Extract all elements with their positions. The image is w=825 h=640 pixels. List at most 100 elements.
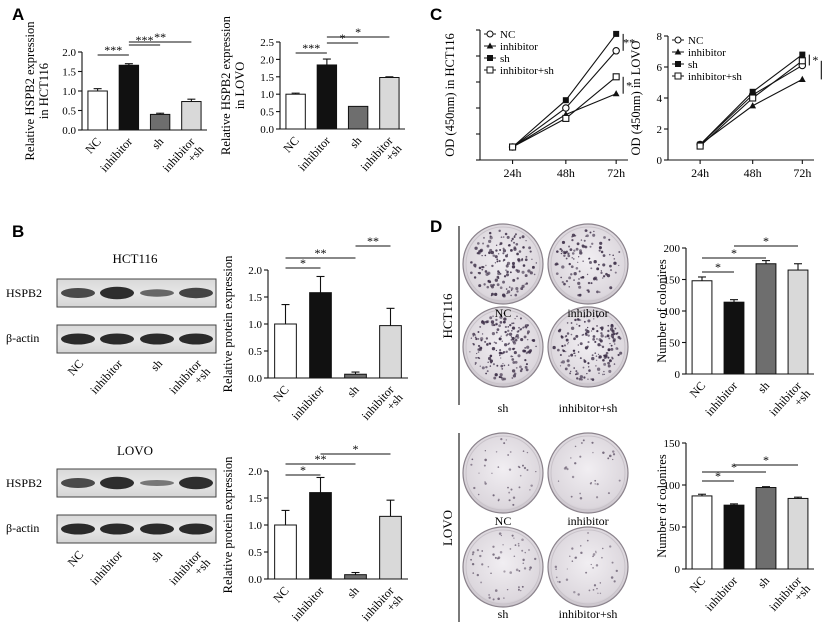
significance-stars: ** [315, 246, 327, 260]
y-tick-label: 2.0 [260, 54, 274, 66]
colony [574, 354, 577, 357]
band-actin [179, 333, 213, 345]
colony [570, 322, 573, 324]
blot-bands-lovo [61, 476, 213, 535]
colony [555, 576, 558, 579]
colony [511, 369, 516, 373]
colony [588, 589, 591, 592]
y-tick-label: 200 [664, 243, 681, 255]
x-tick-label: inhibitor [702, 379, 740, 419]
colony [515, 268, 518, 272]
colony [484, 482, 487, 485]
colony [598, 246, 602, 250]
blot-lane-label-line: sh [148, 548, 166, 565]
colony [586, 326, 589, 329]
colony [566, 468, 569, 471]
colony [492, 598, 495, 601]
dish-rim [465, 309, 541, 385]
colony [502, 362, 504, 365]
colony [509, 571, 513, 574]
colony [594, 352, 597, 354]
colony [514, 293, 518, 297]
colony [561, 240, 566, 245]
legend-marker [486, 42, 494, 49]
colony [595, 551, 597, 554]
colony [587, 334, 590, 337]
colony [570, 265, 574, 269]
colony [489, 365, 492, 367]
colony [482, 265, 485, 269]
x-tick-label: inhibitor [295, 134, 333, 174]
blot-row-label-actin: β-actin [6, 331, 39, 345]
colony [503, 317, 507, 321]
y-tick-label: 0.5 [260, 107, 274, 119]
colony [498, 271, 501, 274]
point-sh [562, 97, 569, 104]
colony [508, 347, 512, 351]
colony [599, 592, 602, 595]
blot-lane-label: inhibitor+sh [166, 357, 213, 397]
colony [482, 242, 485, 245]
blot-lane-label: sh [148, 357, 166, 374]
colony [566, 332, 570, 335]
blot-row-label-hspb2: HSPB2 [6, 286, 42, 300]
point-inhibitor-sh [509, 143, 517, 151]
dish-label-inhibitor-lovo: inhibitor [567, 514, 608, 528]
colony [609, 286, 613, 290]
colony [571, 252, 575, 255]
colony [512, 263, 514, 266]
colony [484, 481, 486, 483]
colony [615, 569, 618, 573]
legend-marker [674, 48, 682, 55]
blot-xlabels-hct116: NC inhibitor sh inhibitor+sh [65, 357, 213, 397]
colony [499, 354, 501, 357]
colony [567, 254, 571, 258]
band-hspb2 [100, 286, 134, 300]
colony [595, 365, 597, 367]
colony [587, 378, 589, 380]
colony [495, 318, 498, 322]
colony [518, 588, 520, 591]
bar-0 [274, 524, 297, 580]
colony [610, 576, 614, 579]
colony [591, 242, 594, 245]
legend-label: inhibitor+sh [500, 65, 554, 77]
colony [598, 372, 600, 374]
colony [510, 287, 514, 290]
colony [513, 555, 516, 558]
colony [503, 377, 507, 381]
colony [522, 264, 526, 267]
colony [497, 597, 500, 601]
y-tick-label: 1.5 [260, 72, 274, 84]
colony [588, 257, 590, 260]
colony [523, 335, 527, 339]
colony [488, 342, 490, 344]
x-tick-label: inhibitor+sh [358, 134, 405, 174]
colony [561, 249, 563, 252]
x-tick-label-line: sh [344, 383, 362, 400]
significance-stars: ** [154, 30, 166, 44]
panel-letter-b: B [12, 222, 24, 241]
colony [599, 582, 602, 584]
colony [513, 537, 515, 539]
colony [512, 341, 517, 345]
colony [614, 271, 617, 274]
x-tick-label-line: inhibitor [702, 574, 740, 614]
colony [596, 482, 599, 486]
point-inhibitor [612, 90, 620, 97]
colony [485, 365, 488, 369]
colony [599, 339, 603, 343]
colony [518, 569, 521, 572]
colony [590, 282, 593, 285]
colony [535, 262, 537, 264]
colony [489, 235, 492, 238]
colony [602, 277, 604, 279]
legend-marker [486, 30, 494, 38]
legend-marker [675, 61, 681, 67]
x-tick-label-line: NC [687, 379, 709, 401]
colony [472, 343, 475, 346]
colony [597, 343, 601, 347]
chart-c-hct116-od: 24h 48h 72hNCinhibitorshinhibitor+sh***OD … [443, 29, 635, 180]
colony [573, 279, 575, 281]
colony [519, 236, 522, 239]
